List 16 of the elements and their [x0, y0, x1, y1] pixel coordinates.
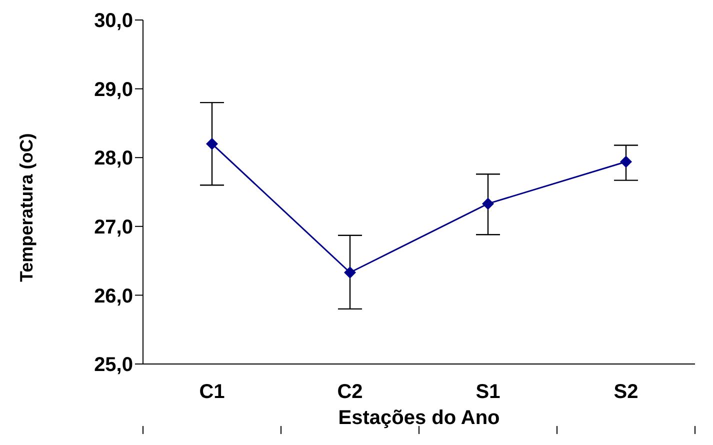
y-tick-label: 29,0: [94, 78, 133, 101]
x-tick-label: S2: [614, 381, 638, 404]
y-axis-title: Temperatura (oC): [16, 133, 36, 282]
y-tick-label: 27,0: [94, 216, 133, 238]
x-axis-title: Estações do Ano: [338, 407, 500, 429]
x-tick-label: S1: [476, 381, 500, 404]
x-tick-label: C1: [199, 381, 225, 404]
y-tick-label: 26,0: [94, 285, 133, 308]
y-tick-label: 28,0: [94, 148, 133, 170]
point: [482, 198, 494, 210]
y-tick-label: 25,0: [94, 354, 133, 376]
y-tick-label: 30,0: [94, 10, 133, 32]
point: [344, 266, 356, 278]
x-tick-label: C2: [337, 381, 363, 404]
point: [206, 138, 218, 150]
point: [620, 156, 632, 168]
